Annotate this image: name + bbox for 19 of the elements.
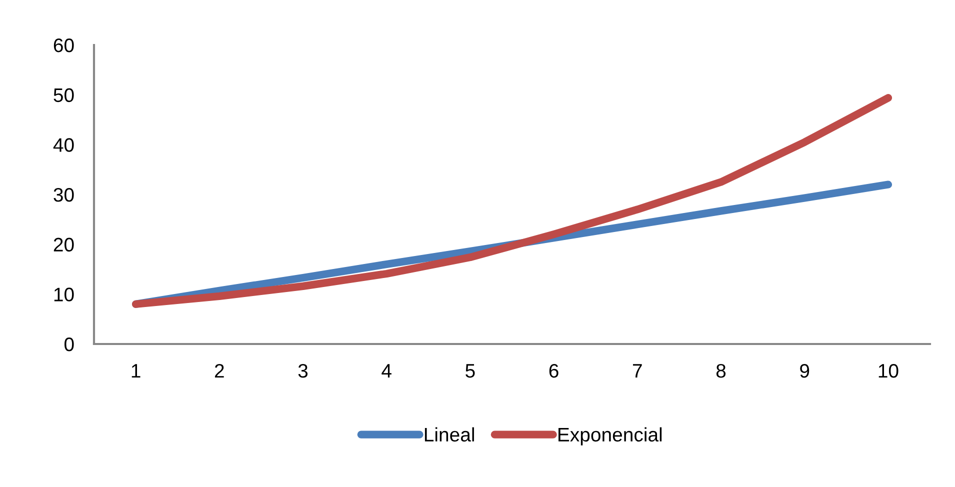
x-tick-label: 6 <box>549 364 558 378</box>
y-tick-label: 0 <box>64 337 74 352</box>
x-tick-label: 10 <box>878 364 898 378</box>
legend-label: Lineal <box>424 427 474 442</box>
y-tick-label: 10 <box>54 288 74 302</box>
y-tick-label: 40 <box>53 138 74 152</box>
x-tick-label: 9 <box>800 364 810 378</box>
y-tick-label: 50 <box>54 88 74 102</box>
x-tick-label: 5 <box>466 364 475 378</box>
y-tick-label: 60 <box>54 38 74 52</box>
x-tick-label: 2 <box>214 364 224 378</box>
x-tick-label: 3 <box>298 364 308 378</box>
x-tick-label: 7 <box>632 364 642 378</box>
legend-label: Exponencial <box>558 427 662 446</box>
x-tick-label: 4 <box>382 364 392 378</box>
x-tick-label: 1 <box>132 364 140 378</box>
y-tick-label: 20 <box>54 238 74 252</box>
x-tick-label: 8 <box>716 364 726 378</box>
y-tick-label: 30 <box>54 188 74 202</box>
